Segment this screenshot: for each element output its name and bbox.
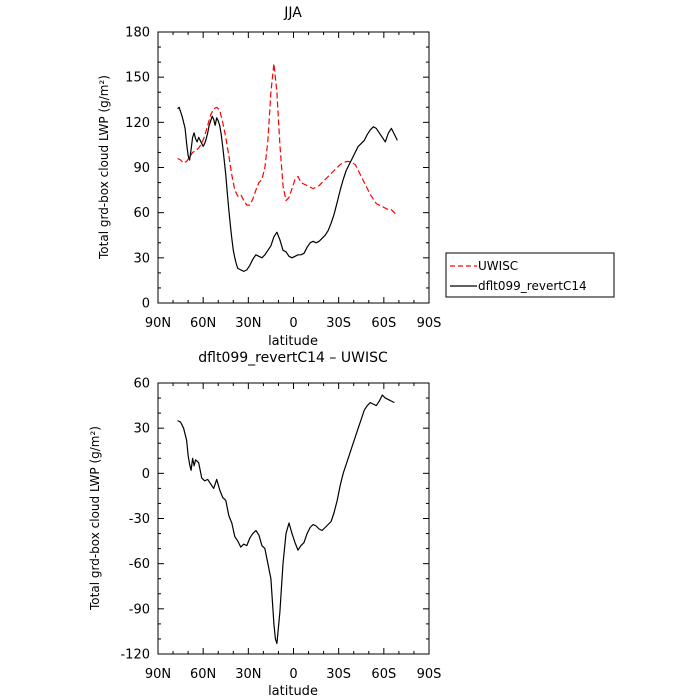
x-tick-label: 60S [371, 667, 396, 682]
y-tick-label: 0 [142, 467, 150, 482]
x-tick-label: 60N [190, 667, 216, 682]
x-tick-label: 60N [190, 316, 216, 331]
y-tick-label: 0 [142, 297, 150, 312]
y-axis-label: Total grd-box cloud LWP (g/m²) [97, 75, 111, 260]
series-line-difference [177, 394, 395, 645]
x-tick-label: 60S [371, 316, 396, 331]
plot-frame [157, 31, 430, 304]
ticks-layer: 90N 60N 30N 0 30S 60S 90S -120 -90 -60 -30 0 30 60 [120, 377, 441, 683]
y-tick-label: 30 [133, 251, 150, 266]
ticks-layer: 90N 60N 30N 0 30S 60S 90S 0 30 60 90 120 150 180 [125, 26, 441, 332]
y-tick-label: 60 [133, 206, 150, 221]
y-tick-label: -90 [129, 602, 150, 617]
y-tick-label: 180 [125, 26, 150, 41]
y-tick-label: 150 [125, 71, 150, 86]
x-tick-label: 90N [145, 667, 171, 682]
legend-box [445, 252, 615, 298]
y-tick-label: 90 [133, 161, 150, 176]
legend: UWISC dflt099_revertC14 [445, 252, 615, 298]
chart-panel-bottom: dflt099_revertC14 – UWISC 90N 60N 30N 0 30S 6… [88, 350, 441, 699]
y-tick-label: -120 [120, 648, 150, 663]
chart-title: dflt099_revertC14 – UWISC [198, 350, 388, 366]
x-axis-label: latitude [268, 334, 318, 349]
x-axis-label: latitude [268, 684, 318, 699]
x-tick-label: 90N [145, 316, 171, 331]
x-tick-label: 30N [235, 667, 261, 682]
plot-frame [157, 382, 430, 655]
y-tick-label: 30 [133, 422, 150, 437]
legend-label-uwisc: UWISC [478, 259, 518, 273]
legend-label-dflt099: dflt099_revertC14 [478, 279, 587, 293]
chart-title: JJA [283, 5, 302, 21]
x-tick-label: 30N [235, 316, 261, 331]
x-tick-label: 30S [326, 667, 351, 682]
y-axis-label: Total grd-box cloud LWP (g/m²) [88, 426, 102, 611]
x-tick-label: 90S [417, 667, 442, 682]
y-tick-label: -30 [129, 512, 150, 527]
x-tick-label: 30S [326, 316, 351, 331]
series-line-uwisc [177, 62, 398, 217]
y-tick-label: -60 [129, 557, 150, 572]
series-layer [177, 62, 398, 272]
x-tick-label: 90S [417, 316, 442, 331]
x-tick-label: 0 [289, 316, 297, 331]
series-layer [177, 394, 395, 645]
series-line-dflt099-revertc14 [177, 106, 398, 272]
chart-panel-top: JJA 90N 60N 30N 0 30S 60S 90S0306090120150180 … [97, 5, 441, 349]
y-tick-label: 60 [133, 377, 150, 392]
x-tick-label: 0 [289, 667, 297, 682]
y-tick-label: 120 [125, 116, 150, 131]
